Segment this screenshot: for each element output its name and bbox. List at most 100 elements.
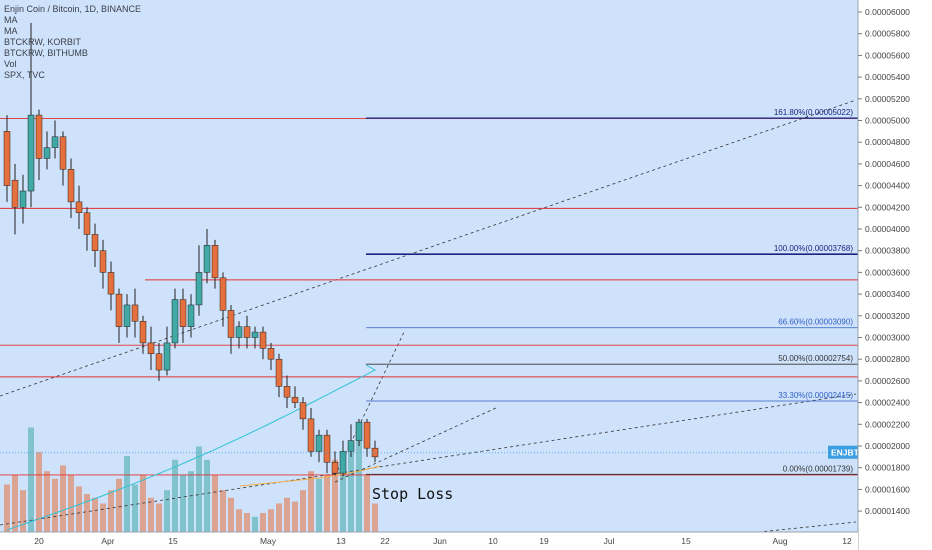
time-tick-label: 12 [842, 536, 852, 546]
price-tick-label: 0.00003600 [865, 267, 910, 277]
indicator-vol[interactable]: Vol [4, 59, 17, 69]
candle-body [275, 358, 283, 387]
price-axis-background [858, 0, 932, 550]
volume-bar [348, 452, 354, 532]
candle-body [355, 421, 363, 441]
fib-level-label: 50.00%(0.00002754) [778, 354, 853, 363]
price-tick-label: 0.00001400 [865, 506, 910, 516]
price-tick-label: 0.00004800 [865, 137, 910, 147]
trendline-mid [0, 393, 857, 526]
volume-bar [76, 486, 82, 532]
chart-title: Enjin Coin / Bitcoin, 1D, BINANCE [4, 4, 142, 14]
candle-body [291, 396, 299, 403]
candle-body [227, 310, 235, 338]
volume-bar [84, 494, 90, 532]
candle-body [203, 245, 211, 273]
volume-bar [220, 490, 226, 532]
candle-body [147, 342, 155, 355]
candle-body [251, 331, 259, 338]
candle-body [211, 245, 219, 279]
time-tick-label: 19 [539, 536, 549, 546]
price-tick-label: 0.00002200 [865, 419, 910, 429]
symbol-badge [828, 445, 858, 459]
candle-body [35, 114, 43, 159]
time-tick-label: May [260, 536, 277, 546]
price-tick-label: 0.00003400 [865, 289, 910, 299]
price-tick-label: 0.00001600 [865, 484, 910, 494]
indicator-ma-1[interactable]: MA [4, 15, 18, 25]
candle-body [67, 169, 75, 203]
indicator-btckrw-korbit[interactable]: BTCKRW, KORBIT [4, 37, 81, 47]
candle-body [235, 326, 243, 338]
volume-bar [244, 513, 250, 532]
volume-bar [340, 467, 346, 532]
volume-bar [188, 471, 194, 532]
volume-bar [164, 490, 170, 532]
volume-bar [300, 490, 306, 532]
candle-body [219, 277, 227, 311]
price-tick-label: 0.00002400 [865, 398, 910, 408]
volume-bar [172, 459, 178, 532]
volume-bar [356, 427, 362, 532]
indicator-spx[interactable]: SPX, TVC [4, 70, 45, 80]
time-tick-label: 15 [168, 536, 178, 546]
candle-body [363, 421, 371, 449]
price-tick-label: 0.00005200 [865, 94, 910, 104]
time-tick-label: 13 [336, 536, 346, 546]
price-tick-label: 0.00005600 [865, 50, 910, 60]
volume-bar [252, 516, 258, 532]
price-tick-label: 0.00004200 [865, 202, 910, 212]
volume-bar [236, 509, 242, 532]
time-axis: 20 Apr 15 May 13 22 Jun 10 19 Jul 15 Aug 12 [0, 531, 858, 550]
price-axis: 0.00006000 0.00005800 0.00005600 0.00005400… [857, 0, 932, 550]
time-axis-background [0, 532, 858, 550]
volume-bar [60, 465, 66, 532]
price-tick-label: 0.00002000 [865, 441, 910, 451]
candle-body [11, 179, 19, 208]
candle-body [243, 326, 251, 338]
time-tick-label: Apr [101, 536, 114, 546]
candle-body [27, 114, 35, 192]
candle-body [155, 353, 163, 371]
fib-level-label: 66.60%(0.00003090) [778, 318, 853, 327]
candle-body [187, 304, 195, 327]
candle-body [307, 418, 315, 452]
level-lines-layer: 0.000050190.000041900.000035310.00002929… [0, 111, 931, 481]
indicator-btckrw-bithumb[interactable]: BTCKRW, BITHUMB [4, 48, 88, 58]
volume-bar [68, 475, 74, 532]
time-tick-label: Jun [433, 536, 447, 546]
fib-level-label: 0.00%(0.00001739) [783, 464, 854, 473]
candle-body [195, 272, 203, 306]
volume-bar [44, 471, 50, 532]
time-tick-label: 15 [681, 536, 691, 546]
fib-level-label: 33.30%(0.00002415) [778, 391, 853, 400]
price-tick-label: 0.00004600 [865, 159, 910, 169]
volume-bar [20, 490, 26, 532]
volume-bar [180, 475, 186, 532]
volume-bar [284, 497, 290, 532]
candle-body [131, 304, 139, 322]
volume-bar [228, 497, 234, 532]
time-tick-label: Aug [772, 536, 787, 546]
volume-bar [132, 484, 138, 532]
candle-body [339, 451, 347, 474]
price-tick-label: 0.00003800 [865, 246, 910, 256]
price-tick-label: 0.00005800 [865, 29, 910, 39]
volume-bar [108, 490, 114, 532]
fib-levels-layer: 161.80%(0.00005022) 100.00%(0.00003768) 66… [366, 108, 858, 475]
fib-level-label: 161.80%(0.00005022) [774, 108, 854, 117]
chart-legend: Enjin Coin / Bitcoin, 1D, BINANCE MA MA … [4, 4, 141, 81]
price-tick-label: 0.00005000 [865, 116, 910, 126]
candle-body [123, 304, 131, 327]
volume-layer [4, 427, 378, 532]
price-tick-label: 0.00003000 [865, 333, 910, 343]
price-tick-label: 0.00004000 [865, 224, 910, 234]
volume-bar [28, 427, 34, 532]
time-tick-label: Jul [604, 536, 615, 546]
volume-bar [268, 509, 274, 532]
indicator-ma-2[interactable]: MA [4, 26, 18, 36]
moving-average-layer [6, 364, 381, 531]
trendline-steep [334, 329, 406, 477]
